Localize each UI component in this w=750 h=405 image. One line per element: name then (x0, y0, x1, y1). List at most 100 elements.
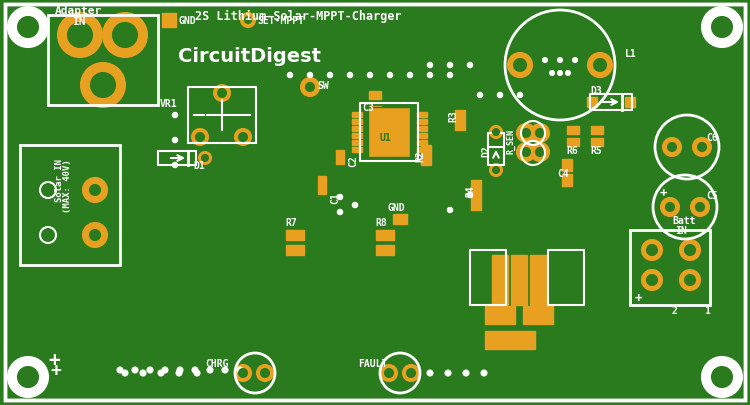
Text: C2: C2 (348, 155, 358, 166)
Circle shape (490, 127, 502, 139)
Text: L1: L1 (625, 49, 637, 59)
Circle shape (178, 368, 182, 373)
Bar (485, 306, 515, 324)
Circle shape (68, 24, 92, 48)
Circle shape (464, 371, 469, 375)
Circle shape (642, 270, 662, 290)
Text: U1: U1 (380, 133, 392, 143)
Circle shape (478, 94, 482, 98)
Circle shape (493, 168, 499, 174)
Circle shape (594, 60, 606, 72)
Circle shape (235, 365, 251, 381)
Circle shape (712, 18, 732, 38)
Circle shape (558, 59, 562, 63)
Text: C1: C1 (330, 192, 340, 203)
Text: C6: C6 (706, 133, 718, 143)
Circle shape (81, 64, 125, 108)
Bar (286, 230, 304, 241)
Text: R8: R8 (375, 217, 387, 228)
Bar (417, 147, 427, 152)
Text: D1: D1 (193, 161, 205, 171)
Bar (417, 119, 427, 124)
Bar (511, 256, 527, 305)
Circle shape (18, 18, 38, 38)
Text: VR1: VR1 (160, 99, 178, 109)
Circle shape (647, 245, 657, 256)
Circle shape (193, 368, 197, 373)
Circle shape (691, 198, 709, 216)
Circle shape (685, 275, 695, 285)
Circle shape (176, 371, 182, 375)
Bar (455, 111, 465, 131)
Circle shape (668, 144, 676, 151)
Bar (488, 134, 504, 166)
Circle shape (133, 368, 137, 373)
Circle shape (261, 369, 269, 377)
Circle shape (172, 139, 177, 143)
Circle shape (388, 74, 392, 78)
Text: R3: R3 (448, 110, 458, 122)
Bar (352, 147, 362, 152)
Circle shape (508, 54, 532, 78)
Text: C3: C3 (362, 103, 374, 113)
Text: GND: GND (178, 16, 196, 26)
Bar (20, 146, 120, 265)
Circle shape (239, 134, 247, 142)
Bar (369, 107, 381, 115)
Circle shape (194, 371, 200, 375)
Bar (417, 112, 427, 117)
Text: +: + (48, 351, 60, 370)
Circle shape (446, 371, 451, 375)
Circle shape (218, 90, 226, 98)
Text: GND: GND (388, 202, 406, 213)
Circle shape (522, 149, 530, 157)
Bar (562, 175, 572, 187)
Circle shape (196, 134, 204, 142)
Circle shape (407, 369, 415, 377)
Circle shape (122, 371, 128, 375)
Bar (548, 250, 584, 305)
Circle shape (702, 357, 742, 397)
Circle shape (558, 72, 562, 76)
Bar (421, 146, 431, 166)
Circle shape (288, 74, 292, 78)
Circle shape (427, 64, 432, 68)
Circle shape (696, 203, 704, 211)
Circle shape (241, 14, 255, 28)
Circle shape (698, 144, 706, 151)
Circle shape (427, 371, 433, 375)
Text: R2: R2 (415, 150, 425, 162)
Bar (625, 98, 635, 108)
Bar (562, 160, 572, 172)
Circle shape (199, 153, 211, 164)
Circle shape (245, 18, 251, 24)
Circle shape (90, 185, 100, 196)
Text: CHRG: CHRG (205, 358, 229, 368)
Circle shape (712, 367, 732, 387)
Bar (417, 140, 427, 145)
Text: SET-MPPT: SET-MPPT (257, 16, 304, 26)
Circle shape (8, 357, 48, 397)
Circle shape (427, 74, 432, 78)
Circle shape (522, 130, 530, 138)
Text: CircuitDigest: CircuitDigest (178, 47, 321, 65)
Text: 2S Lithium-Solar-MPPT-Charger: 2S Lithium-Solar-MPPT-Charger (195, 10, 402, 23)
Bar (591, 139, 603, 147)
Text: R6: R6 (566, 146, 578, 156)
Circle shape (531, 125, 549, 143)
Circle shape (202, 156, 208, 162)
Bar (393, 215, 407, 224)
Circle shape (566, 72, 570, 76)
Circle shape (214, 86, 230, 102)
Text: R4: R4 (465, 185, 475, 196)
Bar (530, 256, 546, 305)
Text: D3: D3 (590, 86, 602, 96)
Circle shape (448, 208, 452, 213)
Circle shape (83, 179, 107, 202)
Bar (368, 108, 410, 158)
Text: 2: 2 (672, 305, 678, 315)
Circle shape (536, 130, 544, 138)
Circle shape (103, 14, 147, 58)
Text: C4: C4 (557, 168, 568, 179)
Text: SW: SW (317, 81, 328, 91)
